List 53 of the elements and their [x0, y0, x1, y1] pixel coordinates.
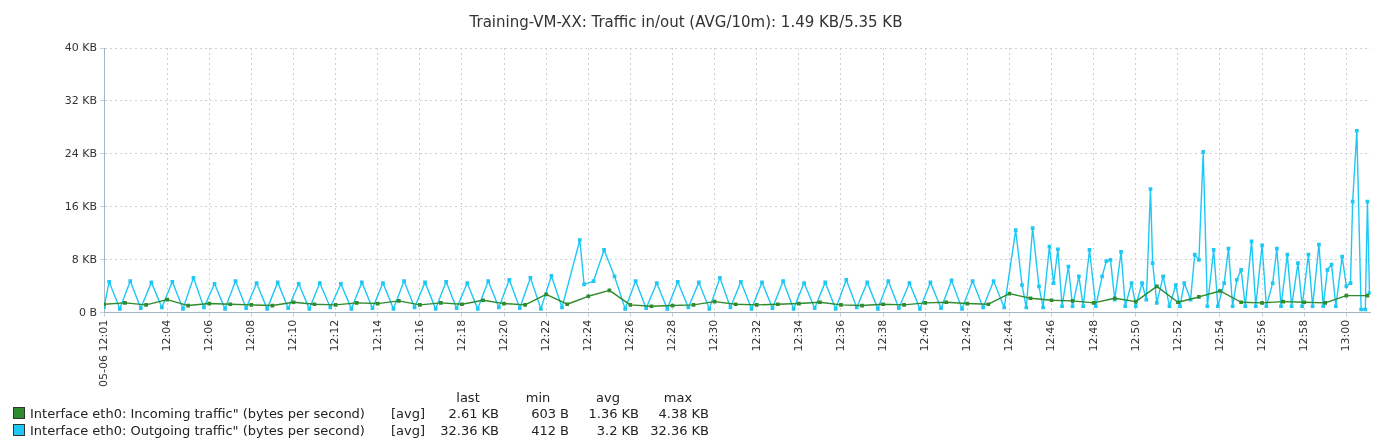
- text: 32.36 KB: [649, 422, 710, 439]
- x-tick-label: 12:28: [665, 319, 679, 352]
- text: max: [662, 390, 694, 405]
- x-tick-label: 12:46: [1044, 319, 1058, 352]
- x-tick-label: 12:52: [1170, 319, 1184, 352]
- x-tick-label: 12:58: [1297, 319, 1311, 352]
- x-tick-label: 12:12: [328, 319, 342, 352]
- text: min: [524, 390, 552, 405]
- text: 412 B: [530, 422, 570, 439]
- x-tick-label: 12:04: [160, 319, 174, 352]
- x-tick-label: 12:16: [412, 319, 426, 352]
- x-tick-label: 12:06: [202, 319, 216, 352]
- x-tick-label: 12:56: [1254, 319, 1268, 352]
- x-tick-label: 12:36: [833, 319, 847, 352]
- x-tick-label: 12:40: [918, 319, 932, 352]
- text: [avg]: [389, 405, 426, 422]
- legend-label: Interface eth0: Incoming traffic" (bytes per second): [30, 406, 365, 421]
- x-tick-label: 12:14: [370, 319, 384, 352]
- text: [avg]: [389, 422, 426, 439]
- x-tick-label: 13:00: [1339, 319, 1353, 352]
- text: 4.38 KB: [657, 405, 710, 422]
- chart-title: Training-VM-XX: Traffic in/out (AVG/10m): 1.49 KB/5.35 KB: [468, 12, 903, 31]
- text: last: [455, 390, 481, 405]
- text: 603 B: [530, 405, 570, 422]
- x-tick-label: 12:54: [1212, 319, 1226, 352]
- text: avg: [595, 390, 621, 405]
- text: 1.36 KB: [587, 405, 640, 422]
- x-tick-label: 12:50: [1128, 319, 1142, 352]
- x-tick-label: 12:26: [623, 319, 637, 352]
- x-tick-label: 12:08: [244, 319, 258, 352]
- text: 2.61 KB: [447, 405, 500, 422]
- legend-label: Interface eth0: Outgoing traffic" (bytes per second): [30, 423, 365, 438]
- x-tick-label: 12:10: [286, 319, 300, 352]
- x-tick-label: 12:22: [539, 319, 553, 352]
- y-tick-label: 16 KB: [64, 199, 97, 213]
- y-tick-label: 8 KB: [71, 252, 97, 266]
- y-tick-label: 40 KB: [64, 40, 97, 54]
- y-tick-label: 24 KB: [64, 146, 97, 160]
- x-tick-label: 12:34: [791, 319, 805, 352]
- x-tick-label: 12:30: [707, 319, 721, 352]
- x-tick-label: 05-06 12:01: [96, 319, 110, 388]
- x-tick-label: 12:42: [960, 319, 974, 352]
- x-tick-label: 12:20: [496, 319, 510, 352]
- y-tick-label: 0 B: [78, 305, 97, 319]
- x-tick-label: 12:38: [875, 319, 889, 352]
- x-tick-label: 12:44: [1002, 319, 1016, 352]
- x-tick-label: 12:32: [749, 319, 763, 352]
- text: 3.2 KB: [595, 422, 640, 439]
- x-tick-label: 12:24: [581, 319, 595, 352]
- y-tick-label: 32 KB: [64, 93, 97, 107]
- x-tick-label: 12:18: [454, 319, 468, 352]
- x-tick-label: 12:48: [1086, 319, 1100, 352]
- text: 32.36 KB: [439, 422, 500, 439]
